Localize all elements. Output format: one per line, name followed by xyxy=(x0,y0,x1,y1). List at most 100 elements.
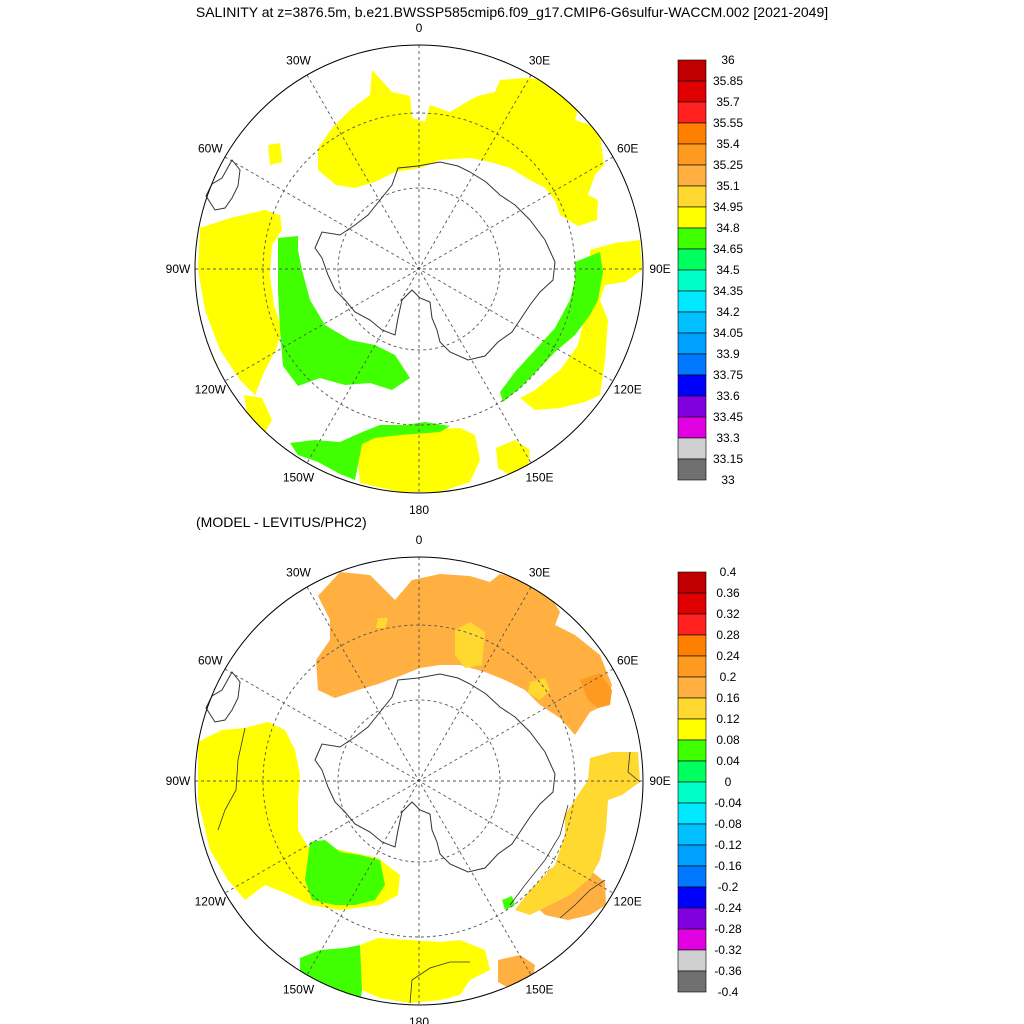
salinity-region-west-green xyxy=(278,236,410,390)
difference-region-darker-orange xyxy=(580,673,612,708)
salinity-longitude-label: 90W xyxy=(166,262,191,276)
salinity-colorbar-swatch xyxy=(677,206,707,229)
salinity-colorbar-label: 36 xyxy=(721,53,735,67)
salinity-colorbar-swatch xyxy=(677,227,707,250)
difference-colorbar-swatch xyxy=(677,865,707,888)
salinity-region-atlantic-yellow xyxy=(318,70,604,226)
salinity-longitude-label: 60W xyxy=(198,142,223,156)
salinity-colorbar-label: 34.8 xyxy=(716,221,740,235)
difference-colorbar-label: -0.04 xyxy=(714,796,742,810)
difference-panel-title: (MODEL - LEVITUS/PHC2) xyxy=(196,514,367,530)
difference-map: 0 30E 60E 90E 120E 150E 180 150W 120W 90W 60W 30W xyxy=(166,533,671,1024)
salinity-longitude-label: 120E xyxy=(614,383,642,397)
salinity-region-west-yellow xyxy=(198,210,282,395)
difference-longitude-label: 120W xyxy=(195,895,227,909)
difference-colorbar-label: 0.4 xyxy=(720,565,737,579)
difference-region-pacific-green xyxy=(300,945,362,1004)
salinity-region-pacific-east-yellow xyxy=(496,440,530,475)
south-america-coastline-2 xyxy=(205,671,241,723)
difference-colorbar-label: 0.08 xyxy=(716,733,740,747)
salinity-colorbar-label: 33.75 xyxy=(713,368,743,382)
salinity-region-pacific-yellow xyxy=(356,428,480,492)
salinity-colorbar-swatch xyxy=(677,290,707,313)
difference-longitude-label: 90W xyxy=(166,774,191,788)
difference-longitude-label: 30W xyxy=(286,565,311,579)
salinity-colorbar-swatch xyxy=(677,374,707,397)
salinity-colorbar-label: 34.5 xyxy=(716,263,740,277)
difference-colorbar-swatch xyxy=(677,676,707,699)
south-america-coastline xyxy=(205,159,241,211)
difference-region-light-yellow-1 xyxy=(455,622,485,668)
difference-colorbar-swatch xyxy=(677,613,707,636)
difference-colorbar-swatch xyxy=(677,718,707,741)
salinity-colorbar-label: 34.95 xyxy=(713,200,743,214)
salinity-colorbar-swatch xyxy=(677,143,707,166)
difference-region-west-green xyxy=(305,840,385,905)
difference-longitude-label: 150W xyxy=(283,983,315,997)
salinity-region-southwest-yellow xyxy=(244,395,272,438)
difference-colorbar-swatch xyxy=(677,697,707,720)
difference-colorbar-label: 0.32 xyxy=(716,607,740,621)
salinity-colorbar-label: 33 xyxy=(721,473,735,487)
salinity-colorbar-swatch xyxy=(677,101,707,124)
difference-colorbar-label: -0.24 xyxy=(714,901,742,915)
salinity-longitude-labels: 0 30E 60E 90E 120E 150E 180 150W 120W 90W 60W 30W xyxy=(166,21,671,517)
difference-colorbar-swatch xyxy=(677,760,707,783)
salinity-colorbar-swatch xyxy=(677,458,707,481)
difference-longitude-label: 90E xyxy=(649,774,670,788)
salinity-colorbar-swatch xyxy=(677,80,707,103)
salinity-colorbar-label: 34.05 xyxy=(713,326,743,340)
salinity-map-border xyxy=(194,44,644,494)
difference-longitude-label: 180 xyxy=(409,1015,429,1024)
difference-colorbar-swatch xyxy=(677,949,707,972)
difference-colorbar-label: 0.28 xyxy=(716,628,740,642)
salinity-colorbar-label: 33.45 xyxy=(713,410,743,424)
salinity-colorbar-swatch xyxy=(677,59,707,82)
difference-colorbar-swatch xyxy=(677,739,707,762)
salinity-colorbar-swatch xyxy=(677,437,707,460)
difference-colorbar-label: -0.36 xyxy=(714,964,742,978)
salinity-region-patch xyxy=(268,143,282,165)
difference-colorbar-label: -0.28 xyxy=(714,922,742,936)
salinity-colorbar-label: 33.3 xyxy=(716,431,740,445)
salinity-colorbar-label: 35.4 xyxy=(716,137,740,151)
difference-colorbar-label: -0.12 xyxy=(714,838,742,852)
salinity-longitude-label: 120W xyxy=(195,383,227,397)
difference-colorbar-label: -0.4 xyxy=(718,985,739,999)
salinity-longitude-label: 150E xyxy=(525,471,553,485)
salinity-colorbar-label: 33.15 xyxy=(713,452,743,466)
difference-longitude-labels: 0 30E 60E 90E 120E 150E 180 150W 120W 90W 60W 30W xyxy=(166,533,671,1024)
difference-colorbar-swatch xyxy=(677,571,707,594)
salinity-colorbar-label: 33.6 xyxy=(716,389,740,403)
antarctica-coastline xyxy=(314,161,556,361)
difference-colorbar-label: 0.12 xyxy=(716,712,740,726)
difference-fill-regions xyxy=(198,572,640,1004)
salinity-colorbar-label: 35.55 xyxy=(713,116,743,130)
salinity-colorbar: 36 35.85 35.7 35.55 35.4 35.25 35.1 34.95 34.8 34… xyxy=(677,53,743,487)
salinity-region-east-yellow xyxy=(520,240,642,410)
difference-longitude-label: 60E xyxy=(617,654,638,668)
difference-longitude-label: 60W xyxy=(198,654,223,668)
difference-colorbar-label: 0.04 xyxy=(716,754,740,768)
difference-colorbar-label: -0.08 xyxy=(714,817,742,831)
salinity-colorbar-label: 35.1 xyxy=(716,179,740,193)
difference-region-small-patch xyxy=(376,618,388,628)
salinity-colorbar-label: 33.9 xyxy=(716,347,740,361)
difference-map-border xyxy=(194,556,644,1006)
salinity-colorbar-label: 35.85 xyxy=(713,74,743,88)
salinity-colorbar-label: 35.7 xyxy=(716,95,740,109)
difference-colorbar-swatch xyxy=(677,886,707,909)
difference-colorbar-swatch xyxy=(677,907,707,930)
salinity-longitude-label: 30E xyxy=(529,53,550,67)
salinity-longitude-label: 90E xyxy=(649,262,670,276)
salinity-colorbar-label: 34.65 xyxy=(713,242,743,256)
difference-longitude-label: 0 xyxy=(416,533,423,547)
difference-colorbar-swatch xyxy=(677,634,707,657)
salinity-longitude-label: 60E xyxy=(617,142,638,156)
difference-colorbar-label: 0.24 xyxy=(716,649,740,663)
difference-colorbar-swatch xyxy=(677,781,707,804)
difference-colorbar: 0.4 0.36 0.32 0.28 0.24 0.2 0.16 0.12 0.08 0.04 0 -… xyxy=(677,565,742,999)
difference-colorbar-swatch xyxy=(677,928,707,951)
salinity-region-pacific-green xyxy=(290,422,450,480)
difference-contour-lines xyxy=(217,727,641,1004)
